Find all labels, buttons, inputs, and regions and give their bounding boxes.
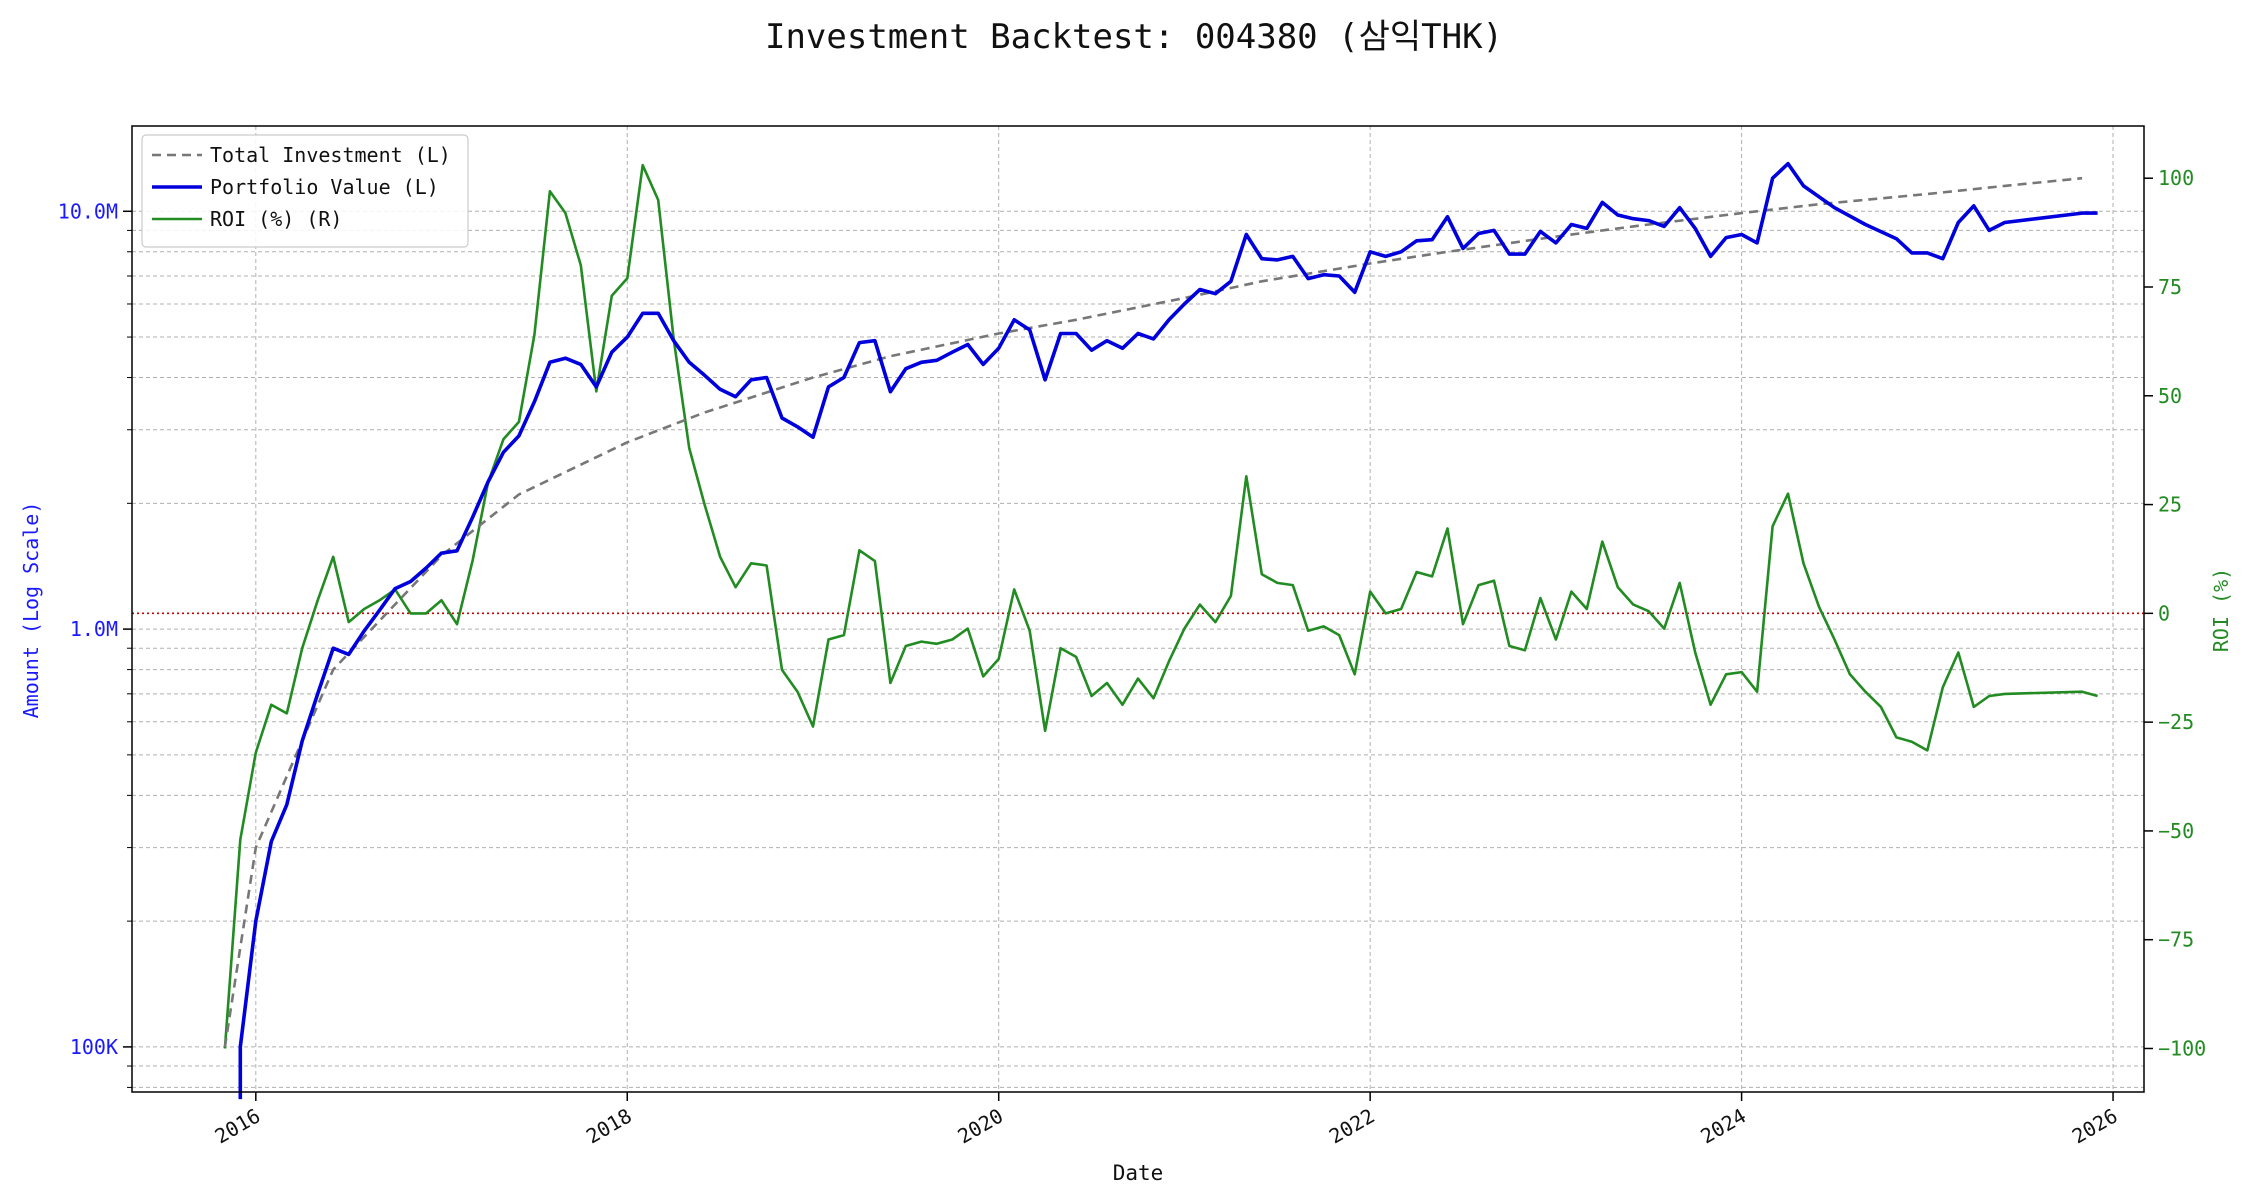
left-axis-label: Amount (Log Scale) [19, 502, 43, 719]
x-axis-label: Date [1113, 1161, 1164, 1185]
legend-label-1: Portfolio Value (L) [210, 175, 439, 199]
plot-frame [131, 125, 2145, 1093]
right-tick-label-8: 100 [2158, 166, 2194, 190]
grid-layer [132, 126, 2144, 1092]
series-layer [223, 161, 2098, 1100]
right-tick-label-0: −100 [2158, 1036, 2206, 1060]
right-tick-label-2: −50 [2158, 819, 2194, 843]
legend-box [141, 134, 469, 248]
chart-title: Investment Backtest: 004380 (삼익THK) [765, 17, 1503, 57]
right-axis-label: ROI (%) [2209, 568, 2233, 652]
right-tick-label-3: −25 [2158, 710, 2194, 734]
series-line-2 [223, 163, 2098, 1049]
legend-label-0: Total Investment (L) [210, 143, 451, 167]
right-tick-label-1: −75 [2158, 928, 2194, 952]
left-tick-label-2: 10.0M [58, 199, 118, 223]
series-line-1 [238, 161, 2098, 1100]
left-tick-label-0: 100K [70, 1035, 118, 1059]
right-tick-label-6: 50 [2158, 384, 2182, 408]
right-tick-label-5: 25 [2158, 493, 2182, 517]
legend: Total Investment (L) Portfolio Value (L) R… [141, 134, 469, 248]
series-line-0 [223, 176, 2083, 1048]
right-axis-ticks: −100 −75 −50 −25 0 25 50 75 100 [2144, 166, 2206, 1060]
left-tick-label-1: 1.0M [70, 617, 118, 641]
right-tick-label-7: 75 [2158, 275, 2182, 299]
right-tick-label-4: 0 [2158, 601, 2170, 625]
legend-label-2: ROI (%) (R) [210, 207, 342, 231]
left-axis-ticks: 100K 1.0M 10.0M [58, 199, 132, 1088]
